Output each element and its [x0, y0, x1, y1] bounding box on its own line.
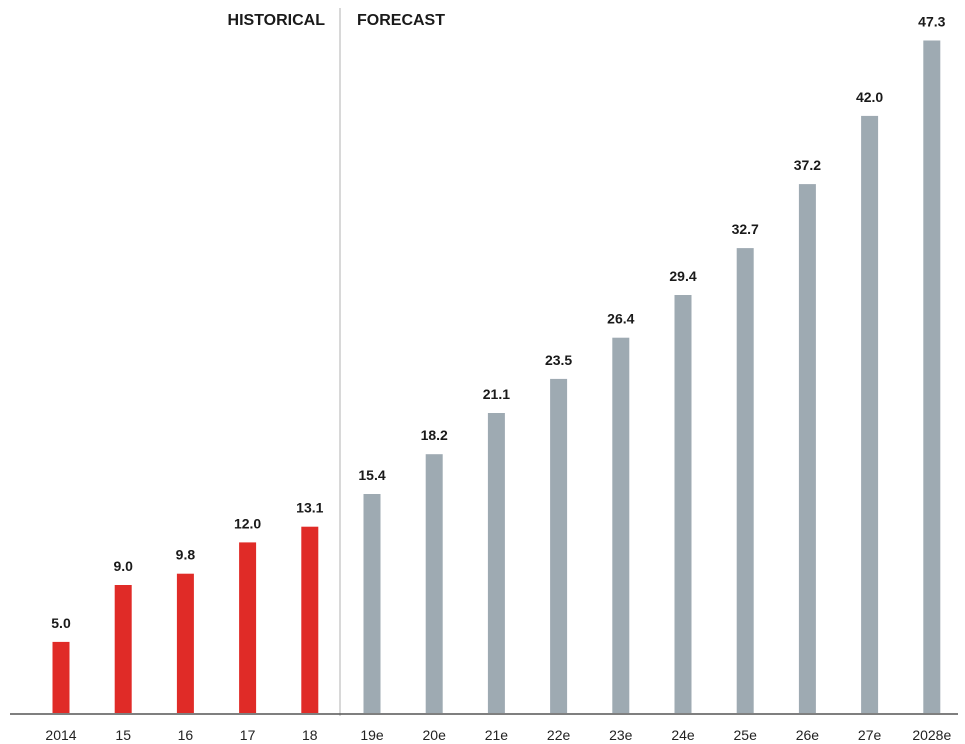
bar-19e — [363, 494, 381, 713]
bar-21e — [487, 413, 505, 713]
value-label-19e: 15.4 — [358, 467, 385, 483]
value-label-2028e: 47.3 — [918, 14, 945, 30]
value-label-2014: 5.0 — [51, 615, 71, 631]
bar-27e — [861, 115, 879, 713]
bar-16 — [176, 573, 194, 713]
historical-section-label: HISTORICAL — [228, 12, 326, 29]
x-tick-label-27e: 27e — [858, 727, 882, 743]
x-tick-label-19e: 19e — [360, 727, 384, 743]
value-label-24e: 29.4 — [669, 268, 696, 284]
x-tick-label-17: 17 — [240, 727, 256, 743]
x-tick-label-15: 15 — [115, 727, 131, 743]
value-label-27e: 42.0 — [856, 89, 883, 105]
bar-15 — [114, 585, 132, 713]
x-tick-label-24e: 24e — [671, 727, 695, 743]
x-tick-label-16: 16 — [178, 727, 194, 743]
bar-18 — [301, 526, 319, 713]
bar-17 — [239, 542, 257, 713]
value-label-26e: 37.2 — [794, 157, 821, 173]
value-label-23e: 26.4 — [607, 311, 634, 327]
x-tick-label-21e: 21e — [485, 727, 509, 743]
x-tick-label-20e: 20e — [423, 727, 447, 743]
value-label-21e: 21.1 — [483, 386, 510, 402]
forecast-section-label: FORECAST — [357, 12, 445, 29]
x-tick-label-25e: 25e — [734, 727, 758, 743]
value-label-20e: 18.2 — [421, 427, 448, 443]
x-tick-label-23e: 23e — [609, 727, 633, 743]
x-tick-label-2014: 2014 — [45, 727, 76, 743]
value-label-15: 9.0 — [113, 558, 133, 574]
value-label-25e: 32.7 — [732, 221, 759, 237]
bar-20e — [425, 454, 443, 713]
x-axis-ticks: 2014 15 16 17 18 19e 20e 21e 22e 23e 24e 25e 26e 27e 2… — [45, 727, 951, 743]
bar-22e — [550, 378, 568, 713]
value-label-17: 12.0 — [234, 515, 261, 531]
bar-24e — [674, 295, 692, 713]
x-tick-label-22e: 22e — [547, 727, 571, 743]
bar-2014 — [52, 641, 70, 713]
x-tick-label-18: 18 — [302, 727, 318, 743]
bar-2028e — [923, 40, 941, 713]
bar-23e — [612, 337, 630, 713]
bar-26e — [798, 184, 816, 714]
bar-25e — [736, 248, 754, 713]
chart-marks: 5.0 9.0 9.8 12.0 13.1 15.4 18.2 21.1 23.5 26.4 29.… — [51, 14, 946, 714]
x-tick-label-26e: 26e — [796, 727, 820, 743]
value-label-16: 9.8 — [176, 547, 196, 563]
value-label-18: 13.1 — [296, 500, 323, 516]
x-tick-label-2028e: 2028e — [912, 727, 951, 743]
value-label-22e: 23.5 — [545, 352, 572, 368]
